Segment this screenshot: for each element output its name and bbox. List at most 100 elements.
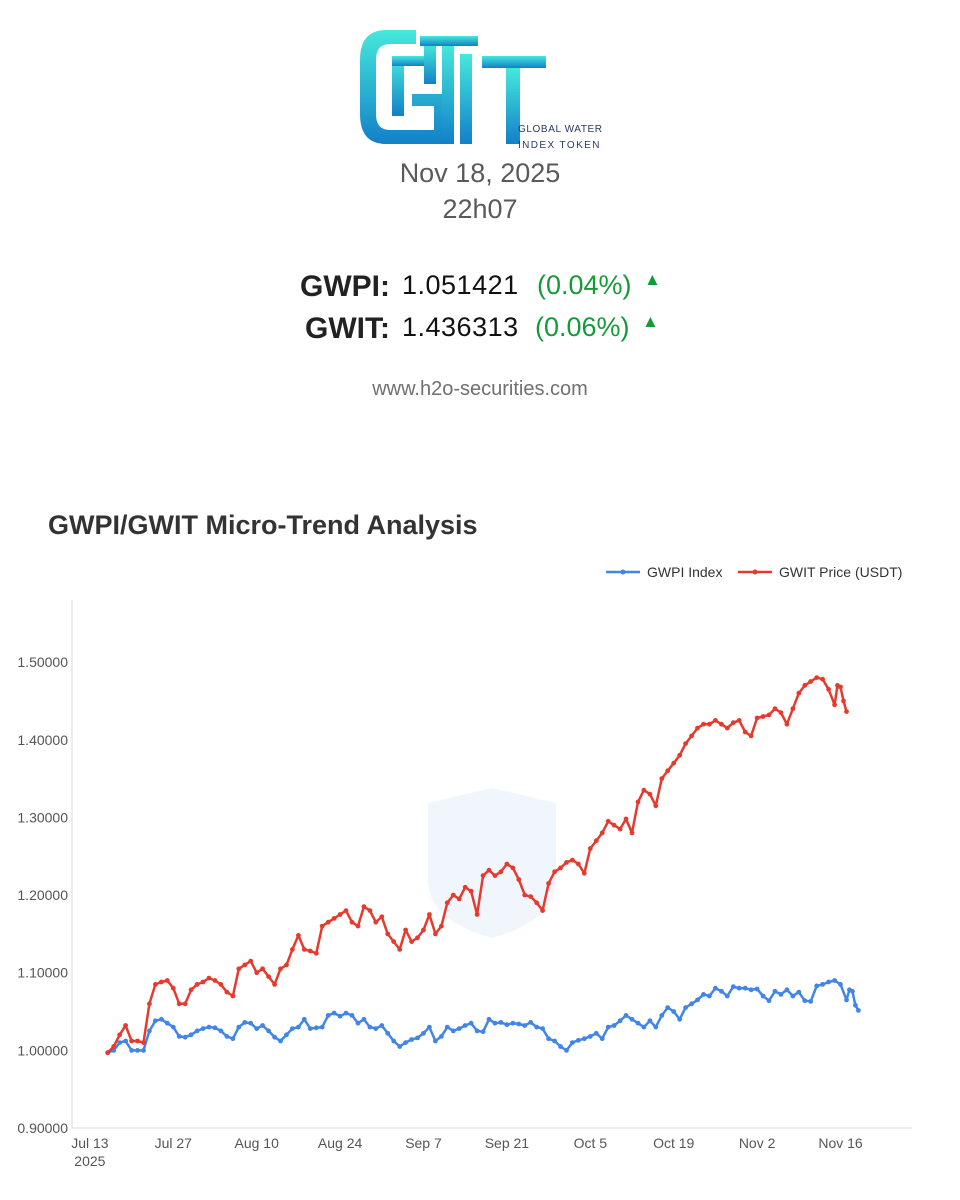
data-point — [641, 1024, 647, 1030]
data-point — [671, 1009, 677, 1014]
data-point — [433, 1038, 438, 1044]
data-point — [301, 947, 307, 952]
data-point — [474, 912, 480, 917]
legend-label: GWIT Price (USDT) — [779, 564, 902, 580]
data-point — [153, 982, 158, 987]
data-point — [701, 992, 706, 997]
data-point — [159, 979, 164, 985]
data-point — [754, 986, 760, 992]
data-point — [605, 818, 611, 824]
data-point — [337, 1013, 343, 1019]
data-point — [617, 1018, 623, 1024]
data-point — [683, 741, 688, 746]
data-point — [659, 1013, 665, 1018]
data-point — [516, 877, 522, 882]
data-point — [724, 725, 730, 731]
data-point — [719, 721, 724, 727]
data-point — [587, 1034, 593, 1039]
data-point — [677, 1016, 683, 1022]
data-point — [683, 1005, 688, 1010]
data-point — [141, 1048, 146, 1053]
data-point — [766, 712, 772, 718]
data-point — [695, 997, 700, 1003]
data-point — [307, 1026, 313, 1031]
data-point — [170, 1024, 176, 1030]
data-point — [647, 791, 653, 797]
data-point — [641, 787, 647, 793]
data-point — [724, 993, 730, 999]
data-point — [713, 985, 718, 991]
data-point — [581, 1036, 587, 1042]
gwit-logo: GLOBAL WATER INDEX TOKEN — [360, 30, 602, 151]
website-link[interactable]: www.h2o-securities.com — [372, 378, 588, 400]
data-point — [415, 935, 420, 941]
data-point — [212, 1025, 218, 1031]
data-point — [522, 892, 528, 898]
data-point — [629, 830, 635, 836]
data-point — [272, 1034, 277, 1040]
data-point — [117, 1040, 123, 1045]
data-point — [242, 962, 248, 968]
data-point — [534, 900, 540, 906]
data-point — [796, 989, 802, 995]
data-point — [331, 916, 337, 921]
data-point — [695, 725, 700, 731]
y-tick-label: 1.50000 — [17, 654, 68, 670]
ticker-value: 1.436313 — [402, 312, 519, 342]
legend-item[interactable]: GWIT Price (USDT) — [738, 564, 902, 580]
logo-mark — [360, 30, 546, 144]
data-point — [730, 720, 736, 726]
data-point — [611, 822, 617, 828]
data-point — [611, 1023, 617, 1028]
data-point — [254, 970, 260, 976]
data-point — [552, 1038, 557, 1044]
data-point — [379, 914, 385, 920]
x-tick-label: Jul 13 — [71, 1135, 109, 1151]
data-point — [367, 908, 373, 913]
data-point — [742, 985, 748, 991]
data-point — [153, 1018, 158, 1024]
legend-item[interactable]: GWPI Index — [606, 564, 722, 580]
data-point — [772, 988, 778, 994]
data-point — [373, 919, 379, 925]
y-tick-label: 1.30000 — [17, 809, 68, 825]
data-point — [844, 709, 849, 714]
data-point — [164, 978, 170, 983]
x-tick-label: Oct 5 — [574, 1135, 608, 1151]
data-point — [570, 1040, 575, 1045]
ticker-change: (0.06%) — [535, 312, 630, 342]
data-point — [853, 1002, 858, 1008]
data-point — [552, 869, 557, 875]
data-point — [361, 904, 367, 910]
data-point — [319, 1024, 325, 1030]
data-point — [159, 1016, 164, 1022]
data-point — [141, 1040, 146, 1045]
data-point — [248, 958, 254, 964]
data-point — [480, 1029, 486, 1035]
data-point — [212, 978, 218, 983]
chart-title: GWPI/GWIT Micro-Trend Analysis — [48, 510, 478, 540]
data-point — [814, 675, 820, 680]
data-point — [748, 987, 754, 993]
data-point — [266, 974, 271, 979]
data-point — [349, 919, 355, 925]
data-point — [147, 1001, 152, 1007]
data-point — [290, 947, 295, 952]
data-point — [581, 870, 587, 876]
data-point — [599, 830, 605, 836]
ticker-change: (0.04%) — [537, 270, 632, 300]
data-point — [272, 982, 277, 987]
data-point — [826, 979, 831, 985]
data-point — [492, 1020, 498, 1026]
data-point — [504, 861, 510, 867]
data-point — [188, 987, 194, 993]
data-point — [397, 1044, 403, 1049]
data-point — [296, 1024, 301, 1030]
data-point — [677, 752, 683, 758]
data-point — [301, 1016, 307, 1022]
data-point — [546, 881, 551, 886]
data-point — [510, 865, 516, 871]
data-point — [748, 733, 754, 739]
data-point — [713, 718, 718, 723]
data-point — [337, 912, 343, 917]
